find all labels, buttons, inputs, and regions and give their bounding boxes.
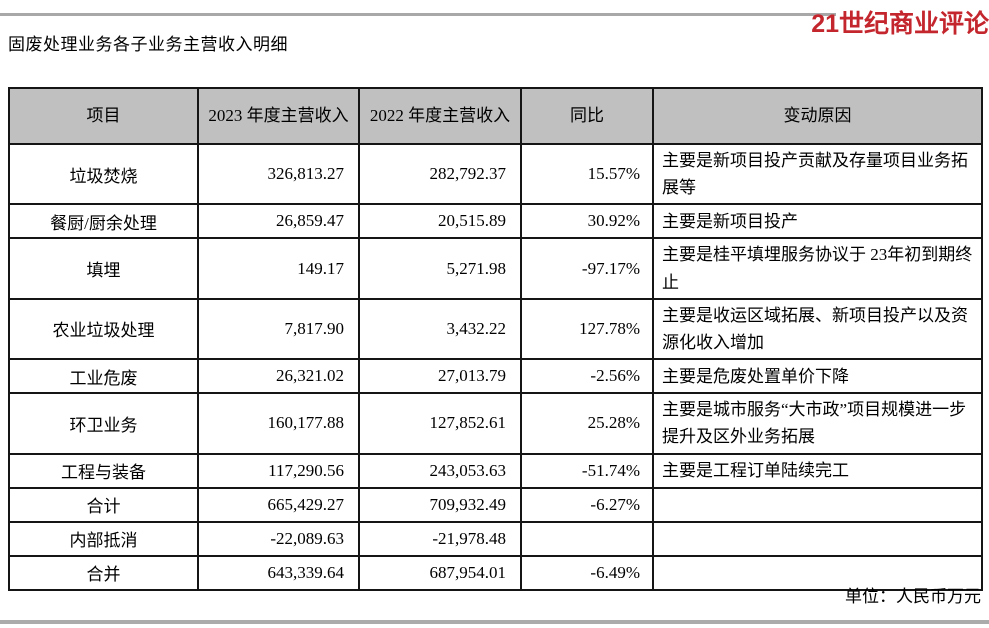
cell-yoy: -97.17% (520, 237, 654, 300)
publication-logo: 21世纪商业评论 (811, 10, 989, 38)
cell-rev-2022: 20,515.89 (358, 203, 522, 240)
cell-rev-2023: 149.17 (197, 237, 360, 300)
cell-yoy: 25.28% (520, 392, 654, 455)
cell-item: 工程与装备 (8, 452, 199, 489)
table-row: 垃圾焚烧 326,813.27 282,792.37 15.57% 主要是新项目… (8, 142, 983, 206)
cell-item: 餐厨/厨余处理 (8, 203, 199, 240)
cell-rev-2022: 5,271.98 (358, 237, 522, 300)
cell-reason: 主要是危废处置单价下降 (652, 358, 983, 395)
table-row: 填埋 149.17 5,271.98 -97.17% 主要是桂平填埋服务协议于 … (8, 237, 983, 300)
cell-rev-2023: 26,859.47 (197, 203, 360, 240)
bottom-divider (0, 620, 989, 624)
table-row: 合计 665,429.27 709,932.49 -6.27% (8, 486, 983, 523)
cell-rev-2023: 26,321.02 (197, 358, 360, 395)
cell-reason: 主要是工程订单陆续完工 (652, 452, 983, 489)
cell-yoy: -6.49% (520, 554, 654, 591)
cell-reason: 主要是桂平填埋服务协议于 23年初到期终止 (652, 237, 983, 300)
cell-yoy: 30.92% (520, 203, 654, 240)
table-body: 垃圾焚烧 326,813.27 282,792.37 15.57% 主要是新项目… (8, 142, 983, 591)
cell-rev-2023: 665,429.27 (197, 486, 360, 523)
table-header-row: 项目 2023 年度主营收入 2022 年度主营收入 同比 变动原因 (8, 87, 983, 145)
header-rev-2023: 2023 年度主营收入 (197, 87, 360, 145)
header-yoy: 同比 (520, 87, 654, 145)
page-title: 固废处理业务各子业务主营收入明细 (8, 35, 288, 54)
cell-reason: 主要是新项目投产 (652, 203, 983, 240)
table-row: 内部抵消 -22,089.63 -21,978.48 (8, 520, 983, 557)
unit-note: 单位：人民币万元 (845, 587, 981, 606)
cell-item: 工业危废 (8, 358, 199, 395)
cell-yoy: 15.57% (520, 142, 654, 206)
cell-yoy: -6.27% (520, 486, 654, 523)
table-row: 环卫业务 160,177.88 127,852.61 25.28% 主要是城市服… (8, 392, 983, 455)
cell-rev-2023: 326,813.27 (197, 142, 360, 206)
cell-yoy: -51.74% (520, 452, 654, 489)
cell-rev-2022: -21,978.48 (358, 520, 522, 557)
cell-rev-2022: 27,013.79 (358, 358, 522, 395)
cell-rev-2022: 127,852.61 (358, 392, 522, 455)
cell-reason (652, 554, 983, 591)
cell-reason: 主要是收运区域拓展、新项目投产以及资源化收入增加 (652, 297, 983, 361)
top-divider (0, 13, 836, 16)
table-row: 合并 643,339.64 687,954.01 -6.49% (8, 554, 983, 591)
table-row: 农业垃圾处理 7,817.90 3,432.22 127.78% 主要是收运区域… (8, 297, 983, 361)
cell-item: 环卫业务 (8, 392, 199, 455)
header-item: 项目 (8, 87, 199, 145)
cell-rev-2023: 117,290.56 (197, 452, 360, 489)
cell-item: 垃圾焚烧 (8, 142, 199, 206)
revenue-table: 项目 2023 年度主营收入 2022 年度主营收入 同比 变动原因 垃圾焚烧 … (8, 87, 983, 591)
cell-item: 内部抵消 (8, 520, 199, 557)
cell-item: 合计 (8, 486, 199, 523)
table-row: 餐厨/厨余处理 26,859.47 20,515.89 30.92% 主要是新项… (8, 203, 983, 240)
cell-rev-2022: 282,792.37 (358, 142, 522, 206)
cell-reason (652, 520, 983, 557)
cell-yoy: 127.78% (520, 297, 654, 361)
cell-item: 合并 (8, 554, 199, 591)
cell-reason: 主要是城市服务“大市政”项目规模进一步提升及区外业务拓展 (652, 392, 983, 455)
header-rev-2022: 2022 年度主营收入 (358, 87, 522, 145)
cell-rev-2022: 687,954.01 (358, 554, 522, 591)
table-header: 项目 2023 年度主营收入 2022 年度主营收入 同比 变动原因 (8, 87, 983, 145)
table-row: 工程与装备 117,290.56 243,053.63 -51.74% 主要是工… (8, 452, 983, 489)
cell-item: 农业垃圾处理 (8, 297, 199, 361)
cell-rev-2022: 709,932.49 (358, 486, 522, 523)
cell-rev-2023: 160,177.88 (197, 392, 360, 455)
cell-rev-2022: 3,432.22 (358, 297, 522, 361)
cell-rev-2023: 643,339.64 (197, 554, 360, 591)
cell-rev-2022: 243,053.63 (358, 452, 522, 489)
cell-rev-2023: -22,089.63 (197, 520, 360, 557)
table-row: 工业危废 26,321.02 27,013.79 -2.56% 主要是危废处置单… (8, 358, 983, 395)
cell-yoy: -2.56% (520, 358, 654, 395)
header-reason: 变动原因 (652, 87, 983, 145)
cell-reason: 主要是新项目投产贡献及存量项目业务拓展等 (652, 142, 983, 206)
cell-reason (652, 486, 983, 523)
cell-yoy (520, 520, 654, 557)
cell-rev-2023: 7,817.90 (197, 297, 360, 361)
cell-item: 填埋 (8, 237, 199, 300)
